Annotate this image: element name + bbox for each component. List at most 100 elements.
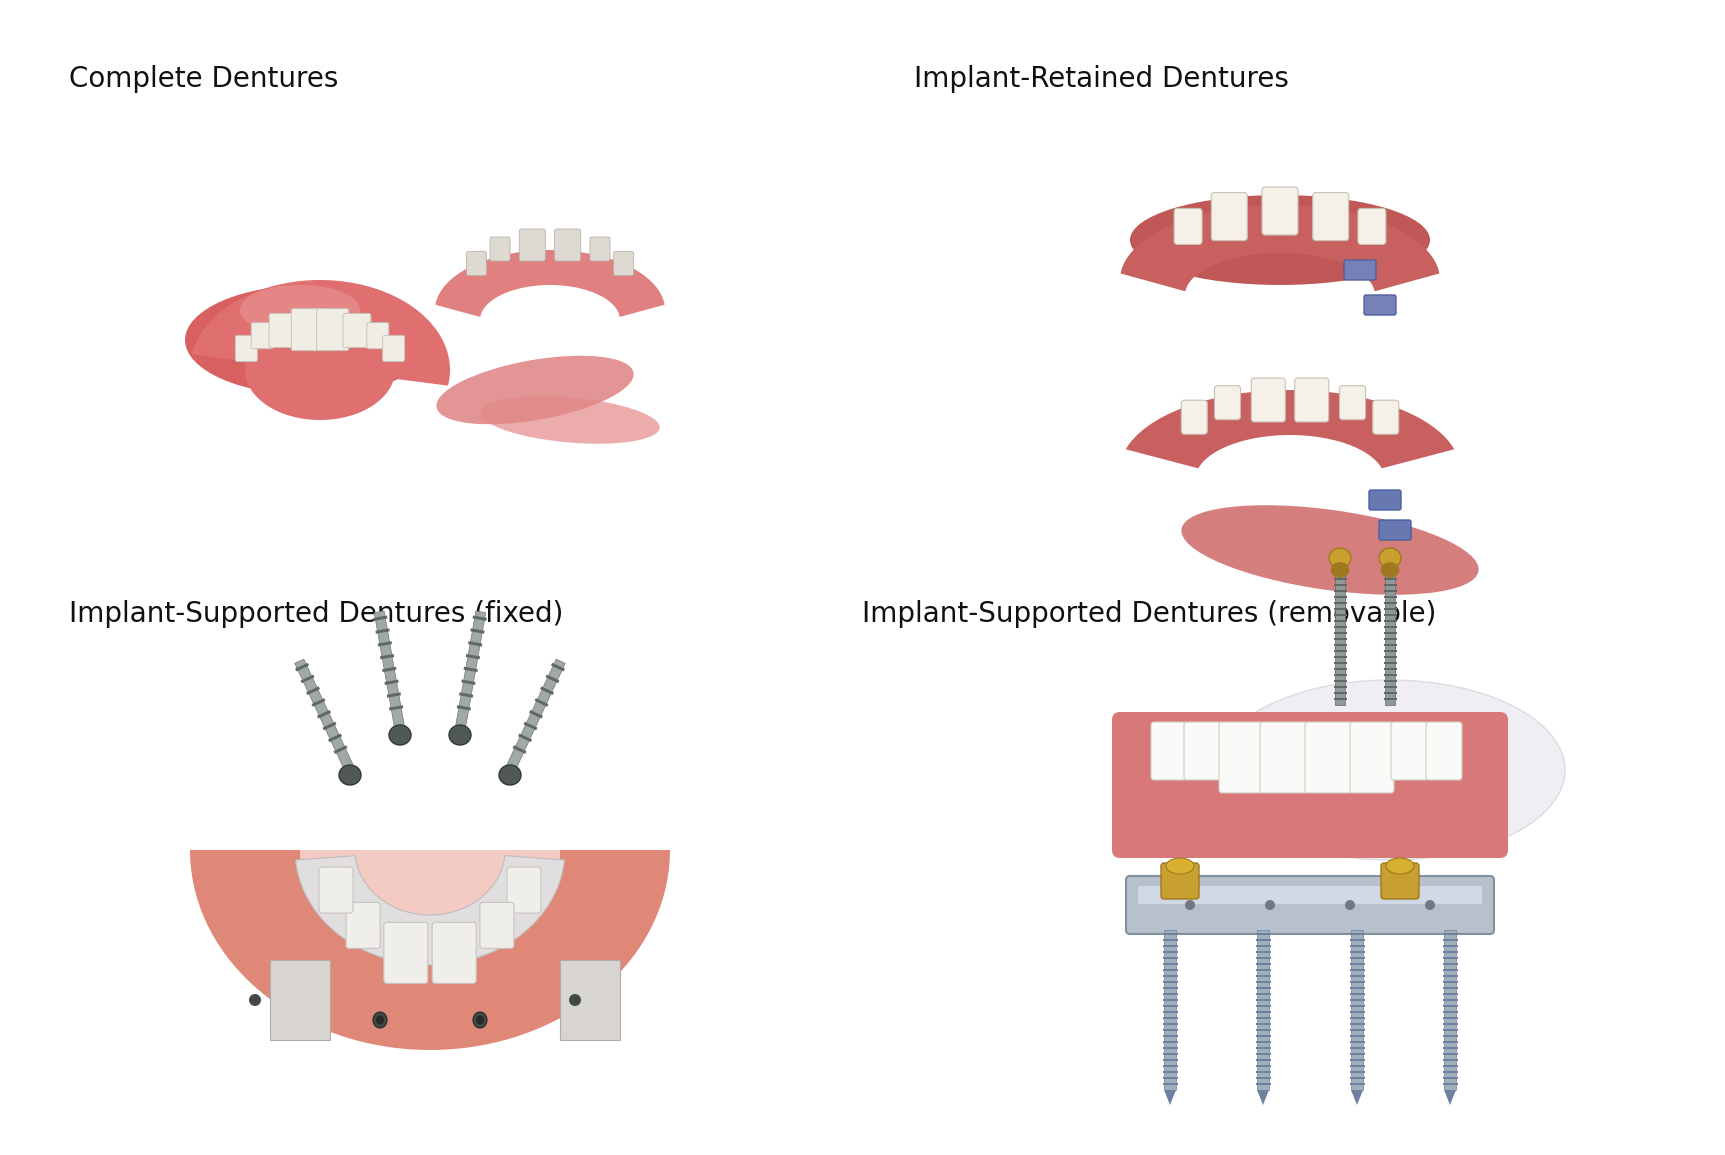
Bar [1383,578,1397,580]
FancyBboxPatch shape [1183,722,1221,780]
FancyBboxPatch shape [1306,722,1352,793]
Bar [1349,1005,1364,1007]
Bar [1256,1023,1271,1024]
Bar [1442,939,1458,941]
Bar [1349,975,1364,977]
Bar [1349,1018,1364,1019]
Bar [1256,988,1271,989]
Bar [1349,1053,1364,1055]
Ellipse shape [1382,562,1399,578]
Polygon shape [1258,1090,1270,1105]
Bar [1442,1059,1458,1061]
Bar [512,745,526,754]
Bar [1349,963,1364,964]
FancyBboxPatch shape [1211,193,1247,240]
FancyBboxPatch shape [1378,520,1411,541]
Bar [1383,650,1397,653]
Bar [1163,1076,1178,1079]
Bar [1333,590,1347,593]
Bar [1349,951,1364,953]
Bar [1256,1011,1271,1013]
Bar [1442,969,1458,971]
Ellipse shape [1425,900,1435,910]
Bar [1163,1029,1178,1031]
Bar [1349,988,1364,989]
FancyBboxPatch shape [1214,386,1240,419]
Bar [459,692,473,698]
Bar [1333,662,1347,664]
Bar [1383,644,1397,646]
Bar [1333,596,1347,598]
Bar [1163,1083,1178,1085]
Bar [1349,981,1364,983]
Bar [295,660,355,772]
Ellipse shape [1346,900,1356,910]
Bar [1163,981,1178,983]
Bar [1383,584,1397,586]
Bar [1333,656,1347,658]
Ellipse shape [1185,900,1195,910]
Bar [1444,930,1456,1090]
Bar [1256,939,1271,941]
Bar [312,698,326,707]
Bar [1349,957,1364,959]
Bar [1383,590,1397,593]
Bar [271,960,329,1040]
FancyBboxPatch shape [1313,193,1349,240]
Bar [1349,933,1364,936]
Bar [1442,1083,1458,1085]
FancyBboxPatch shape [317,308,348,351]
Bar [1256,975,1271,977]
Bar [1442,1041,1458,1043]
Bar [1442,1023,1458,1024]
Bar [1385,575,1396,705]
Bar [1163,1018,1178,1019]
FancyBboxPatch shape [343,313,371,348]
Bar [1349,999,1364,1001]
Polygon shape [191,280,450,420]
Polygon shape [1126,390,1454,469]
Bar [1256,999,1271,1001]
Bar [380,654,395,660]
Bar [535,698,549,707]
Bar [385,679,398,685]
Bar [1442,981,1458,983]
FancyBboxPatch shape [1220,722,1263,793]
FancyBboxPatch shape [1344,260,1377,280]
Bar [467,641,483,647]
FancyBboxPatch shape [1175,208,1202,245]
Bar [1256,933,1271,936]
Bar [383,666,397,672]
Text: Complete Dentures: Complete Dentures [69,65,338,94]
Bar [505,660,566,772]
Bar [1163,1046,1178,1049]
Bar [1256,963,1271,964]
Bar [1442,933,1458,936]
Bar [1335,575,1346,705]
Bar [1256,1018,1271,1019]
Ellipse shape [569,994,581,1006]
Bar [1258,930,1270,1090]
Bar [373,616,388,621]
Bar [378,641,392,647]
Bar [388,706,404,710]
Bar [1442,951,1458,953]
Bar [530,710,543,718]
FancyBboxPatch shape [590,237,611,261]
Ellipse shape [376,1015,385,1024]
FancyBboxPatch shape [490,237,511,261]
FancyBboxPatch shape [507,867,542,914]
Ellipse shape [480,396,659,444]
Bar [1442,1011,1458,1013]
Bar [1256,945,1271,947]
Bar [1349,1071,1364,1073]
Ellipse shape [436,356,633,424]
Bar [1163,1023,1178,1024]
Bar [1333,578,1347,580]
Bar [1383,638,1397,640]
Text: Implant-Supported Dentures (removable): Implant-Supported Dentures (removable) [862,599,1437,628]
Bar [1333,614,1347,616]
Bar [1442,1035,1458,1037]
FancyBboxPatch shape [1351,722,1394,793]
FancyBboxPatch shape [292,308,323,351]
